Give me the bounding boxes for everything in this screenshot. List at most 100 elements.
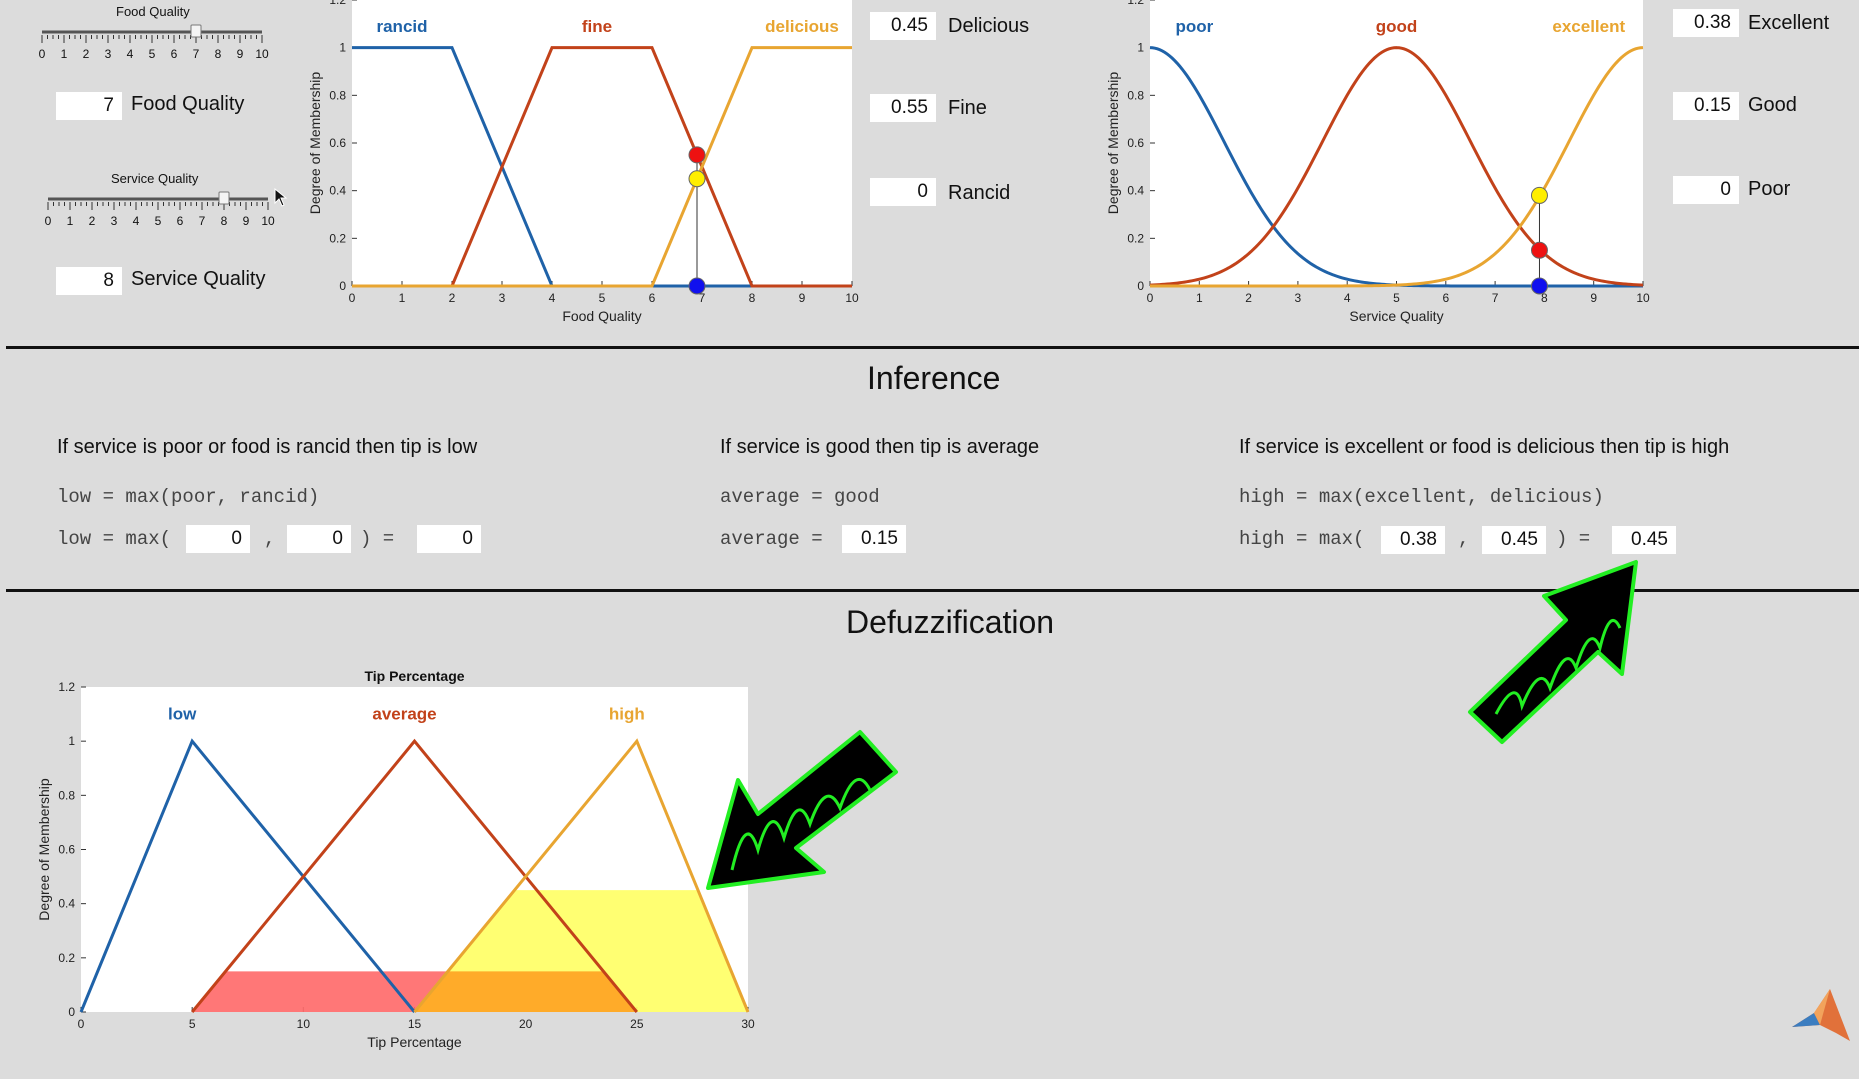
slider-thumb — [218, 191, 230, 205]
y-tick-label: 1 — [68, 734, 75, 748]
rule1-close: ) = — [360, 528, 395, 550]
x-tick-label: 8 — [1541, 291, 1548, 305]
food-quality-membership-chart: 0 1 2 3 4 5 6 7 8 9 10 0 0.2 0.4 0.6 0.8 1 1.2 Food Qualit… — [307, 0, 859, 324]
slider-tick-label: 10 — [261, 214, 275, 228]
x-tick-label: 15 — [408, 1017, 422, 1031]
food-quality-label: Food Quality — [131, 93, 245, 115]
y-tick-label: 0.4 — [1127, 184, 1144, 198]
marker-point-blue — [688, 277, 706, 295]
slider-tick-label: 6 — [177, 214, 184, 228]
x-tick-label: 25 — [630, 1017, 644, 1031]
rule1-text: If service is poor or food is rancid the… — [57, 436, 478, 458]
food-slider-title: Food Quality — [116, 4, 190, 19]
section-divider-top — [6, 346, 1859, 349]
x-axis-label: Tip Percentage — [367, 1034, 462, 1050]
slider-tick-label: 4 — [133, 214, 140, 228]
annotation-arrow-icon — [706, 730, 898, 890]
y-tick-label: 0 — [339, 279, 346, 293]
series-label-excellent: excellent — [1552, 17, 1625, 36]
x-tick-label: 30 — [741, 1017, 755, 1031]
x-axis-label: Food Quality — [562, 308, 641, 324]
rule2-formula: average = good — [720, 486, 880, 508]
rule1-rancid-box: 0 — [287, 525, 351, 553]
slider-tick-label: 8 — [215, 47, 222, 61]
series-line-average — [191, 738, 638, 1013]
food-quality-input[interactable]: 7 — [56, 92, 122, 120]
slider-tick-label: 2 — [89, 214, 96, 228]
rule3-excellent-box: 0.38 — [1381, 526, 1445, 554]
fine-value: 0.55 — [870, 94, 936, 122]
slider-tick-label: 0 — [45, 214, 52, 228]
series-line-delicious — [352, 46, 852, 288]
service-quality-slider[interactable]: 0 1 2 3 4 5 6 7 8 9 10 — [40, 185, 280, 240]
chart-title: Tip Percentage — [364, 668, 464, 684]
x-tick-label: 3 — [1295, 291, 1302, 305]
rule2-eval-prefix: average = — [720, 528, 823, 550]
slider-tick-label: 3 — [105, 47, 112, 61]
inference-heading: Inference — [867, 360, 1001, 396]
rule3-comma: , — [1458, 528, 1470, 550]
x-tick-label: 9 — [1590, 291, 1597, 305]
annotation-arrow-icon — [1468, 560, 1638, 744]
x-tick-label: 1 — [1196, 291, 1203, 305]
y-tick-label: 1.2 — [1127, 0, 1144, 7]
marker-point-yellow — [688, 170, 706, 188]
food-quality-slider[interactable]: 0 1 2 3 4 5 6 7 8 9 10 — [34, 18, 274, 73]
series-line-low — [79, 738, 416, 1013]
rule3-result-box: 0.45 — [1612, 526, 1676, 554]
x-tick-label: 7 — [699, 291, 706, 305]
y-tick-label: 0.6 — [58, 843, 75, 857]
poor-value: 0 — [1673, 176, 1739, 204]
y-tick-label: 0 — [1137, 279, 1144, 293]
excellent-value: 0.38 — [1673, 9, 1739, 37]
y-tick-label: 0.2 — [58, 951, 75, 965]
rancid-label: Rancid — [948, 182, 1011, 204]
matlab-logo-icon — [1792, 989, 1850, 1041]
mouse-cursor-icon — [274, 188, 288, 207]
service-quality-membership-chart: 0 1 2 3 4 5 6 7 8 9 10 0 0.2 0.4 0.6 0.8 1 1.2 Service Qua… — [1105, 0, 1650, 324]
y-tick-label: 0.4 — [329, 184, 346, 198]
defuzzification-heading: Defuzzification — [846, 604, 1055, 640]
rule2-text: If service is good then tip is average — [720, 436, 1040, 458]
x-tick-label: 2 — [449, 291, 456, 305]
poor-label: Poor — [1748, 178, 1791, 200]
excellent-label: Excellent — [1748, 12, 1830, 34]
x-tick-label: 9 — [799, 291, 806, 305]
x-tick-label: 6 — [649, 291, 656, 305]
rule1-comma: , — [264, 528, 276, 550]
y-tick-label: 0.6 — [1127, 136, 1144, 150]
slider-tick-label: 7 — [199, 214, 206, 228]
y-tick-label: 0.2 — [329, 231, 346, 245]
series-label-delicious: delicious — [765, 17, 839, 36]
series-label-low: low — [168, 705, 197, 724]
slider-thumb — [190, 24, 202, 38]
y-tick-label: 1.2 — [58, 680, 75, 694]
plot-area — [352, 0, 852, 286]
rule3-close: ) = — [1556, 528, 1591, 550]
x-tick-label: 4 — [1344, 291, 1351, 305]
rule3-formula: high = max(excellent, delicious) — [1239, 486, 1604, 508]
x-tick-label: 0 — [349, 291, 356, 305]
service-quality-input[interactable]: 8 — [56, 267, 122, 295]
rule3-eval-prefix: high = max( — [1239, 528, 1365, 550]
x-tick-label: 20 — [519, 1017, 533, 1031]
overlap-region — [414, 971, 637, 1012]
series-label-rancid: rancid — [376, 17, 427, 36]
series-label-high: high — [609, 705, 645, 724]
slider-tick-label: 1 — [67, 214, 74, 228]
series-line-high — [413, 738, 750, 1013]
slider-tick-label: 5 — [149, 47, 156, 61]
slider-tick-label: 5 — [155, 214, 162, 228]
tip-percentage-chart: 0 5 10 15 20 25 30 0 0.2 0.4 0.6 0.8 1 1.2 Tip Percent… — [36, 668, 755, 1050]
rule1-poor-box: 0 — [186, 525, 250, 553]
y-axis-label: Degree of Membership — [36, 778, 52, 921]
x-tick-label: 5 — [599, 291, 606, 305]
y-axis-label: Degree of Membership — [307, 72, 323, 215]
x-tick-label: 5 — [1393, 291, 1400, 305]
x-tick-label: 10 — [297, 1017, 311, 1031]
slider-tick-label: 2 — [83, 47, 90, 61]
x-tick-label: 3 — [499, 291, 506, 305]
delicious-value: 0.45 — [870, 12, 936, 40]
rule1-result-box: 0 — [417, 525, 481, 553]
rule3-delicious-box: 0.45 — [1482, 526, 1546, 554]
